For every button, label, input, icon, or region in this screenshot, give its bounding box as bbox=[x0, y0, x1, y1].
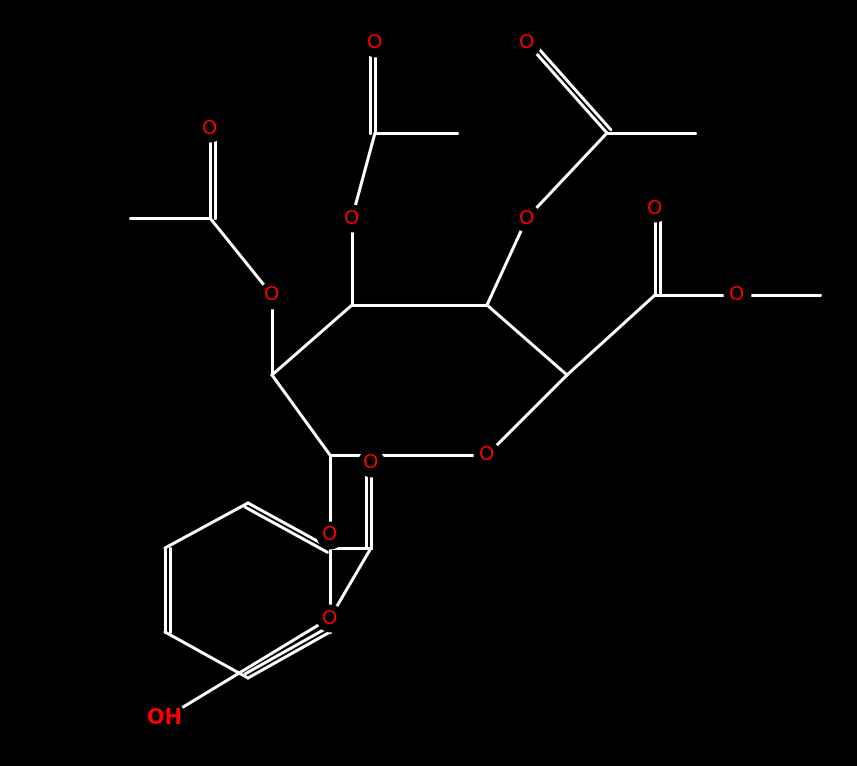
Text: O: O bbox=[729, 286, 745, 305]
Text: OH: OH bbox=[147, 708, 183, 728]
Text: O: O bbox=[479, 446, 494, 464]
Text: O: O bbox=[345, 208, 360, 228]
Text: O: O bbox=[647, 198, 662, 218]
Text: O: O bbox=[322, 608, 338, 627]
Text: O: O bbox=[202, 119, 218, 138]
Text: O: O bbox=[264, 286, 279, 305]
Text: O: O bbox=[322, 525, 338, 545]
Text: O: O bbox=[368, 34, 383, 53]
Text: O: O bbox=[519, 208, 535, 228]
Text: O: O bbox=[363, 453, 379, 473]
Text: O: O bbox=[519, 34, 535, 53]
